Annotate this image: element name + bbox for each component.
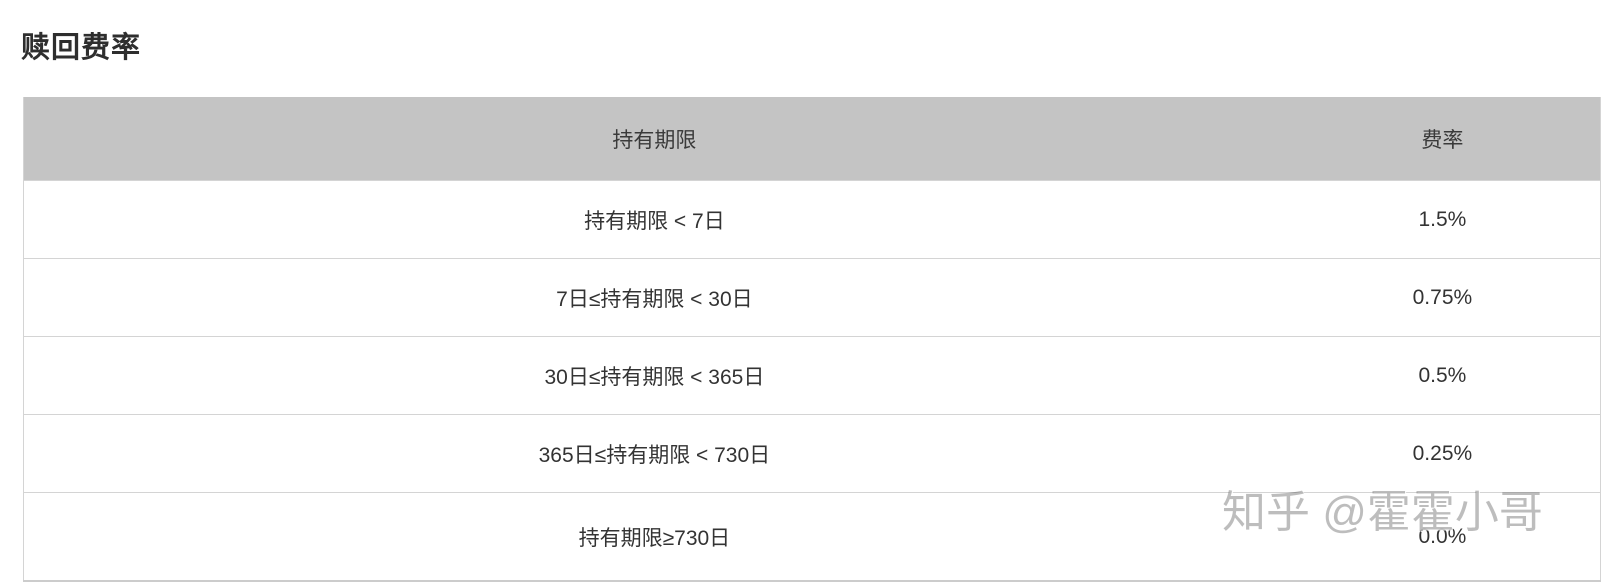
holding-period-cell: 7日≤持有期限 < 30日 <box>23 258 1285 337</box>
rate-cell: 0.25% <box>1284 414 1601 493</box>
rate-cell: 1.5% <box>1284 180 1601 259</box>
table-row: 365日≤持有期限 < 730日 0.25% <box>23 414 1601 493</box>
holding-period-cell: 持有期限≥730日 <box>23 492 1285 581</box>
table-header-row: 持有期限 费率 <box>23 97 1601 181</box>
column-header-holding-period: 持有期限 <box>23 97 1285 181</box>
holding-period-cell: 30日≤持有期限 < 365日 <box>23 336 1285 415</box>
rate-cell: 0.0% <box>1284 492 1601 581</box>
rate-cell: 0.5% <box>1284 336 1601 415</box>
redemption-fee-table: 持有期限 费率 持有期限 < 7日 1.5% 7日≤持有期限 < 30日 0.7… <box>23 97 1601 582</box>
page-title: 赎回费率 <box>21 32 142 64</box>
holding-period-cell: 持有期限 < 7日 <box>23 180 1285 259</box>
table-row: 7日≤持有期限 < 30日 0.75% <box>23 258 1601 337</box>
holding-period-cell: 365日≤持有期限 < 730日 <box>23 414 1285 493</box>
table-row: 持有期限≥730日 0.0% <box>23 492 1601 581</box>
table-row: 30日≤持有期限 < 365日 0.5% <box>23 336 1601 415</box>
column-header-rate: 费率 <box>1284 97 1601 181</box>
table-row: 持有期限 < 7日 1.5% <box>23 180 1601 259</box>
rate-cell: 0.75% <box>1284 258 1601 337</box>
